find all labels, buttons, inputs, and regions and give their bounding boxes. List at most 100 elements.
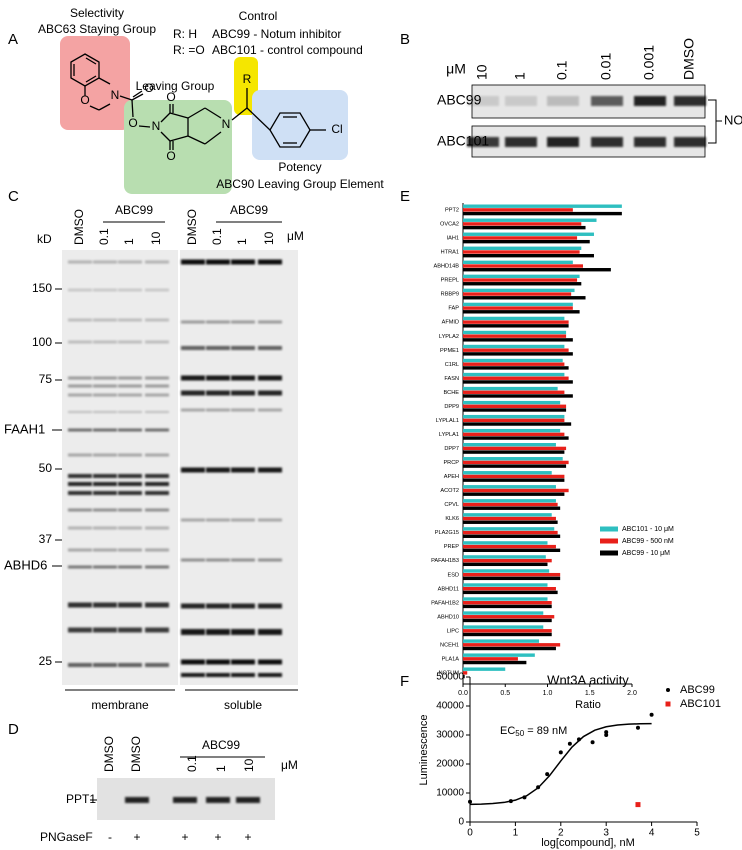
mw-label: 25 — [39, 654, 53, 668]
gel-band — [206, 518, 230, 522]
bar — [463, 485, 556, 489]
label: ABC90 Leaving Group Element — [216, 177, 384, 191]
gel-band — [93, 491, 117, 495]
point — [522, 795, 527, 800]
bar — [463, 222, 582, 226]
gel-band — [181, 558, 205, 562]
category-label: PRCP — [443, 460, 459, 466]
bar — [463, 474, 565, 479]
bar — [463, 211, 622, 216]
gel-band — [68, 318, 92, 322]
gel-band — [181, 603, 205, 609]
bar — [463, 236, 578, 240]
gel-band — [145, 288, 169, 292]
gel-band — [231, 390, 255, 396]
bar — [463, 530, 558, 535]
bar — [463, 457, 563, 461]
gel-band — [258, 518, 282, 522]
point — [635, 802, 641, 808]
annotation-rest: = 89 nM — [524, 725, 567, 737]
treatment-label: ABC99 — [202, 738, 240, 752]
bar — [463, 376, 569, 380]
bar — [463, 625, 544, 629]
panel-label: A — [8, 31, 18, 48]
label: Selectivity — [70, 6, 124, 20]
gel-band — [118, 627, 142, 633]
gel-band — [118, 602, 142, 608]
category-label: IAH1 — [447, 236, 459, 242]
x-tick-label: 2 — [558, 828, 564, 839]
bar — [463, 418, 565, 423]
pngase-sign: + — [133, 830, 140, 844]
point — [567, 741, 572, 746]
bar — [463, 604, 552, 609]
bar — [463, 667, 506, 671]
gel-band — [258, 346, 282, 350]
gel-band — [93, 428, 117, 432]
bar — [463, 460, 569, 465]
bar — [463, 657, 518, 661]
gel-band — [181, 467, 205, 473]
category-label: HTRA1 — [441, 250, 459, 256]
x-tick-label: 5 — [694, 828, 700, 839]
label: Control — [239, 9, 278, 23]
protein-label: FAAH1 — [4, 421, 45, 436]
bar — [463, 646, 556, 651]
gel-band — [118, 663, 142, 667]
bar — [463, 225, 586, 230]
gel-band — [68, 376, 92, 380]
bar — [463, 316, 565, 321]
treatment-label: ABC99 — [115, 203, 153, 217]
y-tick-label: 30000 — [436, 730, 464, 741]
gel-band — [68, 453, 92, 457]
bar — [463, 338, 573, 342]
point — [590, 740, 595, 745]
category-label: PLA2G15 — [435, 530, 459, 536]
gel-band — [93, 474, 117, 478]
gel-band — [93, 288, 117, 292]
category-label: PLA1A — [442, 656, 460, 662]
gel-band — [258, 408, 282, 412]
gel-band — [258, 375, 282, 381]
lane-label: 0.01 — [598, 53, 614, 80]
label: Potency — [278, 160, 321, 174]
point — [649, 712, 654, 717]
gel-band — [68, 602, 92, 608]
gel-band — [674, 96, 706, 106]
gel-band — [231, 558, 255, 562]
bar — [463, 506, 561, 510]
gel-band — [93, 663, 117, 667]
gel-band — [145, 602, 169, 608]
category-label: RBBP9 — [441, 292, 459, 298]
legend-label: ABC99 - 10 μM — [622, 550, 670, 557]
y-tick-label: 10000 — [436, 788, 464, 799]
gel-band — [68, 393, 92, 397]
gel-band — [145, 393, 169, 397]
category-label: ABHD14B — [434, 264, 460, 270]
potency-box — [252, 90, 348, 160]
gel-band — [258, 629, 282, 635]
bar — [463, 232, 594, 236]
unit-label: μM — [446, 61, 466, 77]
bar — [463, 499, 556, 503]
label: ABC101 - control compound — [212, 43, 363, 57]
bar — [463, 292, 572, 296]
bar — [463, 362, 565, 366]
point — [604, 730, 609, 735]
lane-label: DMSO — [102, 736, 116, 772]
gel-band — [206, 259, 230, 265]
gel-band — [68, 548, 92, 552]
bar — [463, 653, 535, 657]
gel-band — [467, 137, 499, 147]
bar — [463, 520, 558, 524]
gel-band — [467, 96, 499, 106]
gel-band — [231, 346, 255, 350]
lane-label: 0.1 — [210, 228, 224, 245]
lane-label: 10 — [242, 758, 256, 772]
lane-label: 0.1 — [97, 228, 111, 245]
bar — [463, 428, 561, 433]
bar — [463, 274, 580, 279]
atom: R — [243, 72, 252, 86]
point — [558, 750, 563, 755]
